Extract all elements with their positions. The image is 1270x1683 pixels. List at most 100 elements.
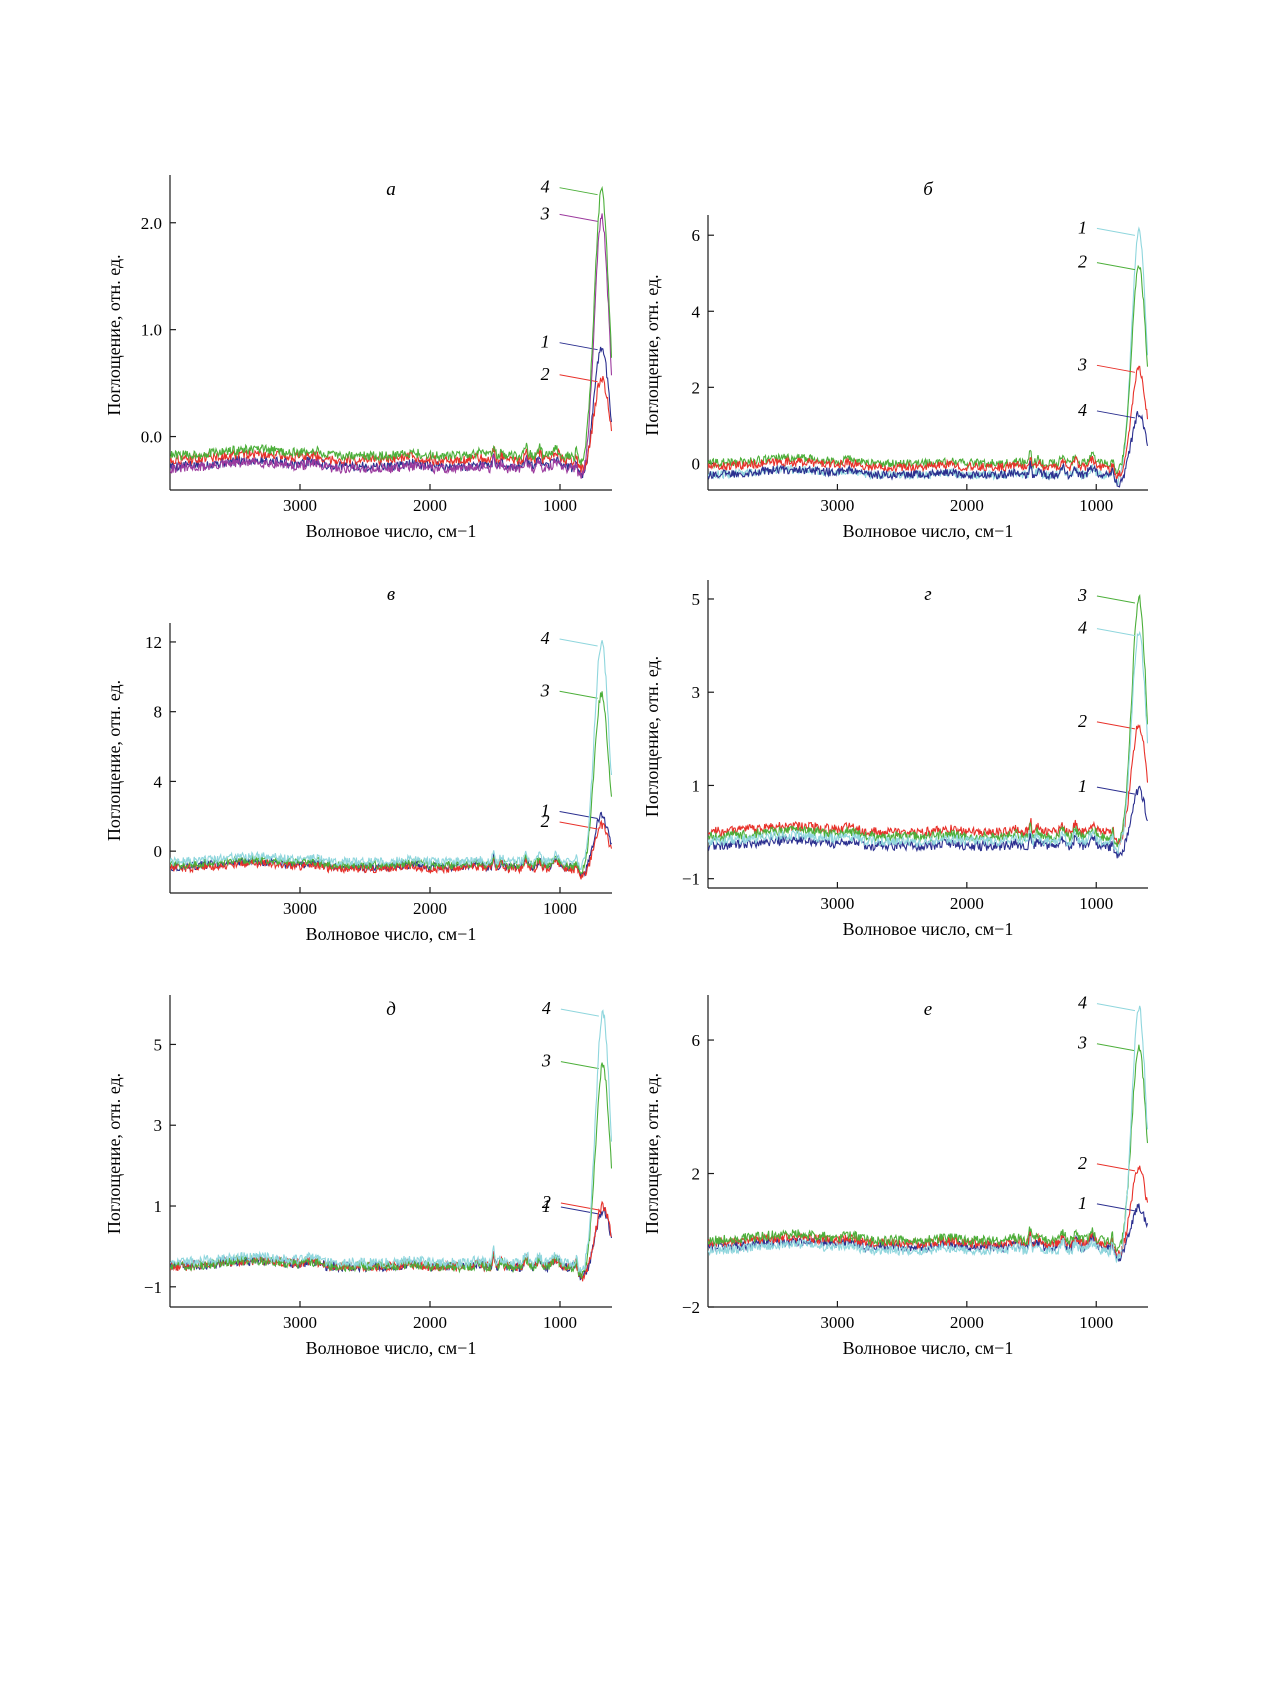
y-tick-label: 1	[154, 1197, 163, 1216]
series-leader-line	[560, 1061, 599, 1070]
x-axis-title: Волновое число, см−1	[306, 924, 477, 944]
series-leader-line	[1096, 1043, 1136, 1052]
series-leader-line	[1096, 364, 1136, 373]
y-tick-label: 3	[692, 683, 701, 702]
y-axis-title: Поглощение, отн. ед.	[104, 680, 124, 841]
x-tick-label: 1000	[1079, 1313, 1113, 1332]
series-number-label: 4	[541, 177, 550, 197]
x-axis-title: Волновое число, см−1	[306, 1338, 477, 1358]
series-number-label: 3	[540, 203, 550, 223]
y-tick-label: 4	[154, 772, 163, 791]
series-leader-line	[1096, 1003, 1136, 1012]
y-tick-label: 1.0	[141, 321, 162, 340]
y-axis-title: Поглощение, отн. ед.	[642, 274, 662, 435]
x-tick-label: 3000	[283, 899, 317, 918]
y-tick-label: 1	[692, 776, 701, 795]
panel-letter: а	[386, 179, 396, 200]
chart-panel-1: 3000 2000 1000 0.0 1.0 2.0 Волновое число, см−…	[104, 175, 612, 541]
series-number-label: 3	[1077, 1033, 1087, 1053]
panel-letter: б	[923, 179, 934, 200]
series-leader-line	[1096, 595, 1136, 604]
y-tick-label: 5	[692, 590, 701, 609]
panel-letter: д	[386, 999, 396, 1020]
series-leader-line	[1096, 721, 1136, 730]
panel-letter: г	[924, 584, 931, 605]
x-tick-label: 2000	[413, 496, 447, 515]
series-number-label: 4	[1078, 993, 1087, 1013]
x-tick-label: 2000	[950, 894, 984, 913]
series-line-4	[708, 411, 1148, 488]
x-tick-label: 1000	[543, 899, 577, 918]
series-line-1	[708, 785, 1148, 859]
chart-panel-2: 3000 2000 1000 0 2 4 6 Волновое число, см−1 Погл…	[642, 179, 1148, 541]
x-tick-label: 2000	[950, 496, 984, 515]
x-axis-title: Волновое число, см−1	[306, 521, 477, 541]
y-tick-label: 8	[154, 703, 163, 722]
y-tick-label: 0	[154, 842, 163, 861]
series-number-label: 3	[1077, 585, 1087, 605]
y-tick-label: 6	[692, 1031, 701, 1050]
series-number-label: 1	[541, 332, 550, 352]
y-tick-label: 12	[145, 633, 162, 652]
chart-panel-6: 3000 2000 1000 −2 2 6 Волновое число, см−1 Погл…	[642, 993, 1148, 1358]
series-number-label: 1	[1078, 1193, 1087, 1213]
series-number-label: 3	[540, 680, 550, 700]
y-tick-label: 2	[692, 378, 701, 397]
series-leader-line	[1096, 410, 1136, 419]
chart-panel-3: 3000 2000 1000 0 4 8 12 Волновое число, см−1 Пог…	[104, 584, 612, 944]
series-line-4	[170, 1009, 612, 1273]
series-number-label: 1	[541, 801, 550, 821]
series-number-label: 4	[542, 998, 551, 1018]
y-tick-label: 2	[692, 1165, 701, 1184]
y-tick-label: 3	[154, 1116, 163, 1135]
x-tick-label: 3000	[820, 496, 854, 515]
x-tick-label: 3000	[283, 1313, 317, 1332]
y-tick-label: 0	[692, 454, 701, 473]
series-line-3	[170, 213, 612, 479]
series-number-label: 2	[541, 811, 550, 831]
series-line-3	[170, 691, 612, 875]
y-tick-label: 0.0	[141, 428, 162, 447]
x-tick-label: 3000	[820, 894, 854, 913]
series-number-label: 2	[1078, 711, 1087, 731]
x-axis-title: Волновое число, см−1	[843, 521, 1014, 541]
x-tick-label: 3000	[820, 1313, 854, 1332]
y-tick-label: −1	[682, 870, 700, 889]
y-axis-title: Поглощение, отн. ед.	[642, 1073, 662, 1234]
series-leader-line	[1096, 628, 1136, 637]
series-number-label: 1	[1078, 776, 1087, 796]
series-number-label: 3	[541, 1051, 551, 1071]
panel-letter: в	[387, 584, 395, 605]
y-tick-label: 2.0	[141, 214, 162, 233]
x-tick-label: 3000	[283, 496, 317, 515]
series-number-label: 2	[541, 364, 550, 384]
series-leader-line	[559, 638, 598, 647]
series-leader-line	[560, 1008, 599, 1017]
chart-panel-5: 3000 2000 1000 −1 1 3 5 Волновое число, см−1 Пог…	[104, 995, 612, 1358]
x-tick-label: 1000	[1079, 496, 1113, 515]
y-tick-label: −1	[144, 1278, 162, 1297]
series-leader-line	[1096, 262, 1136, 271]
series-leader-line	[559, 821, 598, 830]
x-tick-label: 1000	[543, 496, 577, 515]
y-tick-label: 6	[692, 226, 701, 245]
series-line-3	[708, 365, 1148, 480]
y-tick-label: −2	[682, 1298, 700, 1317]
series-line-4	[170, 640, 612, 870]
series-line-4	[708, 630, 1148, 856]
x-tick-label: 1000	[1079, 894, 1113, 913]
y-axis-title: Поглощение, отн. ед.	[642, 656, 662, 817]
series-line-3	[708, 593, 1148, 848]
series-number-label: 2	[542, 1192, 551, 1212]
series-leader-line	[560, 1206, 599, 1215]
series-leader-line	[560, 1202, 599, 1211]
series-line-4	[170, 185, 612, 466]
series-number-label: 1	[1078, 217, 1087, 237]
series-leader-line	[559, 213, 598, 222]
x-tick-label: 2000	[950, 1313, 984, 1332]
series-leader-line	[1096, 1203, 1136, 1212]
series-number-label: 4	[541, 628, 550, 648]
x-axis-title: Волновое число, см−1	[843, 1338, 1014, 1358]
series-leader-line	[559, 342, 598, 351]
